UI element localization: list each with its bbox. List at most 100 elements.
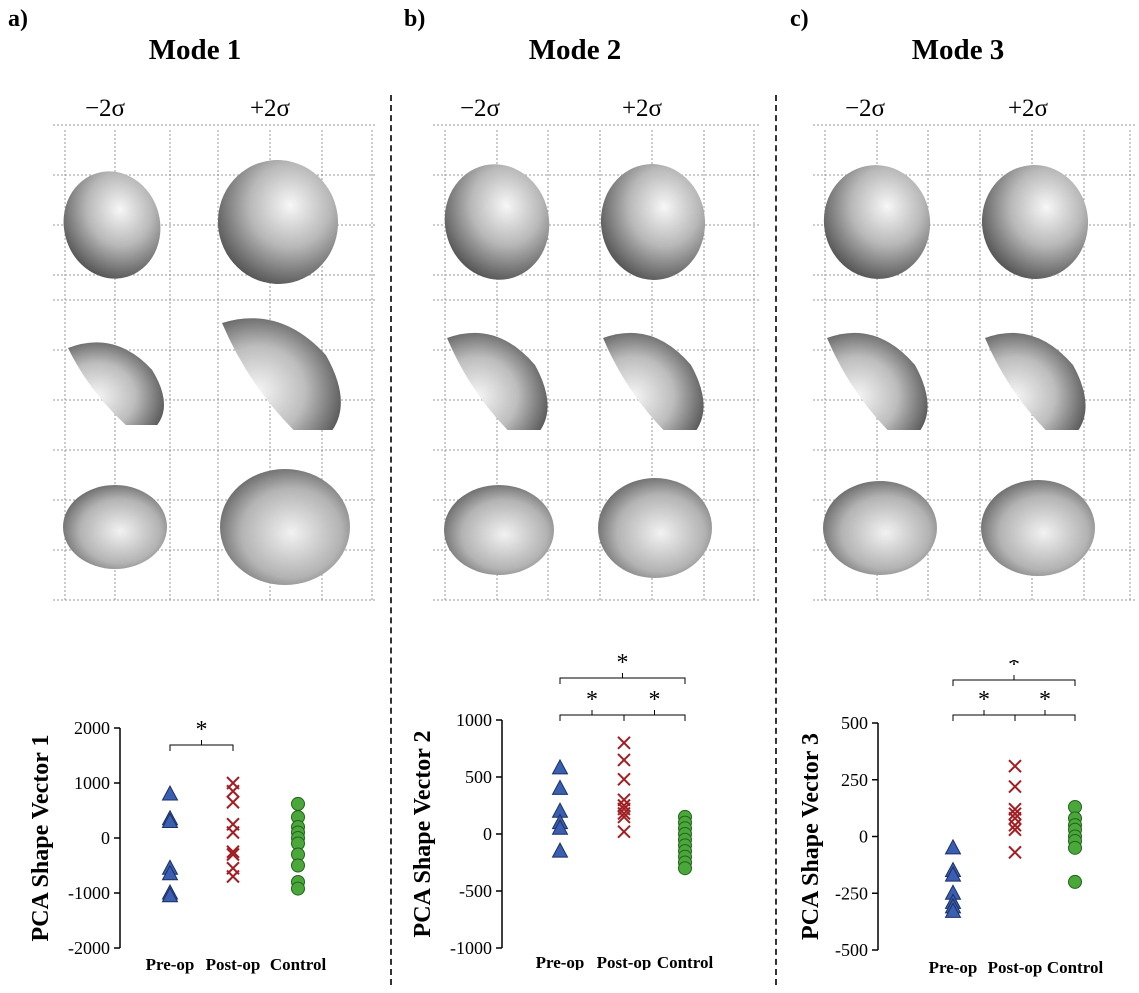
- significance-bracket: [169, 740, 234, 751]
- category-label: Post-op: [597, 953, 652, 970]
- shape-m2-neg-side: [447, 332, 548, 430]
- preop-point: [161, 812, 179, 828]
- y-tick-label: -2000: [68, 938, 110, 958]
- shape-m3-pos-side: [985, 332, 1086, 430]
- postop-point: [1008, 845, 1022, 860]
- panel-a-neg-sigma: −2σ: [84, 95, 126, 122]
- panel-a-title: Mode 1: [148, 34, 242, 66]
- significance-star: *: [586, 687, 598, 713]
- shape-m3-neg-side: [827, 332, 928, 430]
- preop-point: [551, 779, 569, 795]
- divider-ab: [390, 95, 392, 985]
- preop-point: [944, 866, 962, 882]
- y-tick-label: -250: [835, 883, 868, 903]
- shape-m2-pos-top: [598, 478, 712, 578]
- preop-point: [161, 886, 179, 903]
- postop-point: [617, 772, 631, 786]
- significance-bracket: [952, 675, 1076, 686]
- postop-point: [617, 810, 631, 824]
- postop-point: [226, 795, 240, 809]
- y-axis-label: PCA Shape Vector 1: [28, 735, 54, 942]
- postop-point: [1008, 822, 1022, 837]
- shape-renders: [53, 124, 1135, 601]
- shape-m2-pos-front: [600, 164, 706, 280]
- y-tick-label: -1000: [68, 883, 110, 903]
- significance-star: *: [1008, 660, 1020, 678]
- category-label: Pre-op: [929, 958, 978, 977]
- control-point: [291, 858, 305, 873]
- shape-m1-neg-side: [68, 342, 164, 425]
- significance-bracket: [559, 673, 686, 684]
- postop-point: [226, 845, 240, 859]
- control-point: [291, 796, 305, 811]
- significance-star: *: [649, 687, 661, 713]
- y-tick-label: 500: [465, 767, 492, 787]
- category-label: Post-op: [988, 958, 1043, 977]
- category-label: Post-op: [206, 955, 261, 974]
- panel-c-letter: c): [790, 6, 809, 32]
- postop-point: [617, 736, 631, 750]
- chart-mode1: 2000 1000 0 -1000 -2000 PCA Shape Vector 1 Pre…: [28, 717, 327, 974]
- preop-point: [944, 902, 962, 918]
- chart-mode2: 1000 500 0 -500 -1000 PCA Shape Vector 2 Pre-o…: [410, 650, 714, 970]
- preop-point: [944, 838, 962, 855]
- shape-m2-neg-top: [444, 485, 554, 575]
- postop-point: [226, 847, 240, 862]
- panel-a-letter: a): [8, 6, 28, 32]
- postop-point: [1008, 818, 1022, 832]
- postop-point: [617, 753, 631, 767]
- category-label: Pre-op: [536, 953, 585, 970]
- category-label: Pre-op: [146, 955, 195, 974]
- postop-point: [617, 806, 631, 821]
- y-axis-label: PCA Shape Vector 2: [410, 731, 436, 938]
- preop-point: [161, 784, 179, 801]
- control-point: [1068, 874, 1082, 889]
- postop-point: [1008, 807, 1022, 821]
- y-tick-label: 2000: [74, 718, 110, 738]
- panel-c-neg-sigma: −2σ: [844, 95, 886, 122]
- shape-m1-pos-side: [222, 318, 341, 430]
- significance-star: *: [1039, 687, 1051, 713]
- panel-b-title: Mode 2: [528, 34, 622, 66]
- significance-bracket: [1014, 710, 1076, 721]
- preop-point: [551, 758, 569, 775]
- panel-b-pos-sigma: +2σ: [621, 95, 663, 122]
- shape-m1-neg-top: [63, 485, 167, 569]
- y-tick-label: 1000: [456, 710, 492, 730]
- y-tick-label: -500: [835, 940, 868, 960]
- postop-point: [226, 784, 240, 798]
- control-point: [678, 861, 692, 876]
- y-tick-label: 0: [859, 827, 868, 847]
- preop-point: [551, 819, 569, 835]
- y-tick-label: -1000: [450, 938, 492, 958]
- control-point: [1068, 840, 1082, 855]
- y-tick-label: 250: [841, 770, 868, 790]
- significance-star: *: [196, 717, 208, 743]
- divider-bc: [775, 95, 777, 985]
- category-label: Control: [270, 955, 327, 974]
- y-tick-label: 0: [483, 824, 492, 844]
- y-tick-label: 0: [101, 828, 110, 848]
- panel-c-pos-sigma: +2σ: [1007, 95, 1049, 122]
- postop-point: [617, 825, 631, 839]
- significance-star: *: [617, 650, 629, 676]
- shape-m2-neg-front: [444, 164, 550, 280]
- shape-m3-pos-front: [981, 165, 1089, 279]
- shape-m3-neg-front: [823, 165, 931, 279]
- preop-point: [551, 842, 569, 858]
- panel-a-pos-sigma: +2σ: [249, 95, 291, 122]
- y-tick-label: 500: [841, 713, 868, 733]
- postop-point: [1008, 759, 1022, 773]
- shape-m3-pos-top: [981, 480, 1095, 576]
- shape-group: [63, 160, 1095, 585]
- significance-bracket: [623, 710, 686, 721]
- preop-point: [161, 864, 179, 881]
- shape-m1-neg-front: [63, 171, 161, 279]
- panel-b-letter: b): [404, 6, 426, 32]
- postop-point: [226, 825, 240, 840]
- shape-m2-pos-side: [603, 332, 704, 430]
- y-tick-label: -500: [459, 881, 492, 901]
- postop-point: [226, 869, 240, 884]
- category-label: Control: [1047, 958, 1104, 977]
- category-label: Control: [657, 953, 714, 970]
